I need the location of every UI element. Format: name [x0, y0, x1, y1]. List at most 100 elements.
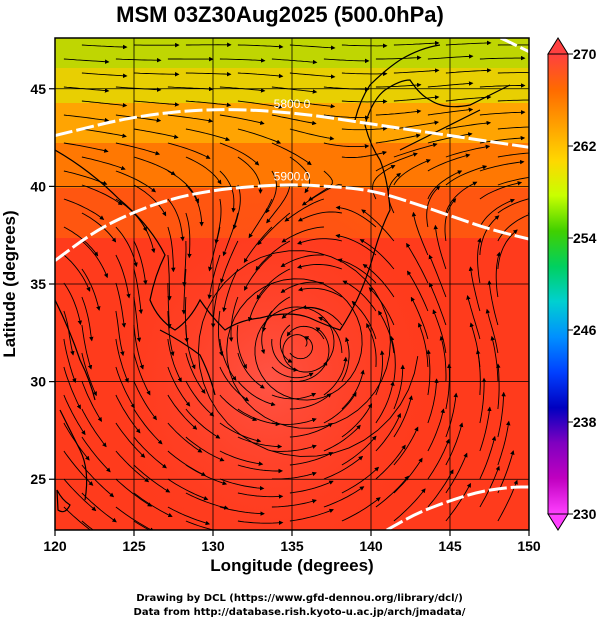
streamline [115, 57, 162, 63]
streamline [271, 114, 317, 126]
streamline [133, 128, 179, 139]
streamline [81, 436, 111, 473]
streamline [375, 412, 401, 452]
streamline [185, 184, 204, 227]
streamline [341, 43, 388, 49]
vortex-spiral [197, 250, 419, 457]
streamline [445, 120, 492, 130]
height-contours: 5800.0 5900.0 [55, 38, 529, 530]
streamline [444, 198, 457, 242]
streamline [167, 422, 203, 453]
streamline [323, 356, 348, 396]
streamline [393, 142, 438, 158]
streamline [81, 100, 128, 108]
streamline [115, 86, 162, 92]
streamline [445, 392, 458, 438]
y-tick-label: 25 [30, 471, 46, 487]
streamline [479, 181, 523, 200]
streamline [495, 251, 501, 298]
streamline [393, 159, 431, 186]
height-contour [55, 183, 529, 262]
credit-drawing: Drawing by DCL (https://www.gfd-dennou.o… [136, 593, 463, 604]
streamline [389, 335, 396, 382]
streamline [366, 322, 377, 368]
streamline [497, 126, 529, 130]
streamline [261, 296, 291, 332]
streamline [81, 44, 128, 50]
streamline [341, 126, 388, 131]
streamline [497, 391, 506, 438]
streamline [167, 394, 198, 430]
streamline [133, 296, 142, 343]
streamline [185, 520, 216, 530]
streamline [427, 469, 454, 508]
streamline [301, 305, 343, 326]
streamline [115, 394, 141, 434]
streamline [479, 83, 526, 88]
streamline [323, 391, 357, 424]
streamline [167, 506, 211, 526]
streamline [337, 258, 377, 284]
streamline [375, 152, 418, 172]
streamline [133, 352, 151, 396]
y-tick-label: 40 [30, 178, 46, 194]
streamline [323, 58, 370, 64]
streamline [323, 142, 370, 149]
streamline [466, 295, 481, 340]
streamline [298, 287, 343, 298]
streamline [497, 198, 529, 214]
streamline [289, 393, 332, 410]
streamline [427, 132, 473, 144]
coastlines [55, 44, 511, 513]
streamline [185, 380, 215, 417]
streamline [167, 254, 172, 301]
streamline [393, 395, 413, 438]
streamline [222, 212, 239, 257]
streamline [323, 86, 370, 92]
streamline [497, 229, 518, 270]
colorbar-bottom-arrow [547, 513, 569, 531]
streamline [375, 109, 422, 116]
streamline [426, 185, 441, 228]
streamline [115, 142, 161, 156]
streamline [219, 142, 260, 166]
streamline [63, 114, 110, 123]
streamline [497, 420, 511, 466]
x-axis: 120 125 130 135 140 145 150 [43, 530, 541, 554]
streamline [185, 100, 232, 108]
streamline [185, 352, 206, 394]
streamline [289, 360, 328, 382]
y-tick-label: 45 [30, 81, 46, 97]
streamline [185, 492, 229, 510]
streamline [244, 254, 273, 291]
streamline [427, 54, 474, 60]
streamline [445, 165, 488, 186]
streamline [271, 58, 318, 65]
streamline [323, 424, 361, 452]
streamline [115, 450, 150, 483]
colorbar-scale [547, 53, 569, 515]
streamline [219, 58, 266, 63]
streamline [115, 114, 162, 123]
streamline [479, 377, 487, 424]
streamline [133, 268, 143, 315]
streamline [393, 68, 440, 74]
streamline [247, 282, 273, 322]
colorbar-label: 254 [573, 230, 597, 246]
streamline [237, 128, 282, 144]
streamline [81, 72, 128, 79]
colorbar-top-arrow [547, 37, 569, 55]
streamline [167, 170, 200, 204]
streamline [342, 280, 377, 312]
streamline [185, 71, 232, 77]
chart-title: MSM 03Z30Aug2025 (500.0hPa) [116, 2, 444, 27]
streamline [393, 40, 440, 46]
streamline [167, 338, 182, 383]
streamline [271, 471, 317, 480]
streamline [387, 172, 401, 214]
streamline [237, 520, 284, 525]
streamline [219, 450, 264, 466]
streamline [445, 482, 471, 522]
streamline [427, 408, 445, 452]
colorbar: 270 262 254 246 238 230 [547, 37, 597, 531]
